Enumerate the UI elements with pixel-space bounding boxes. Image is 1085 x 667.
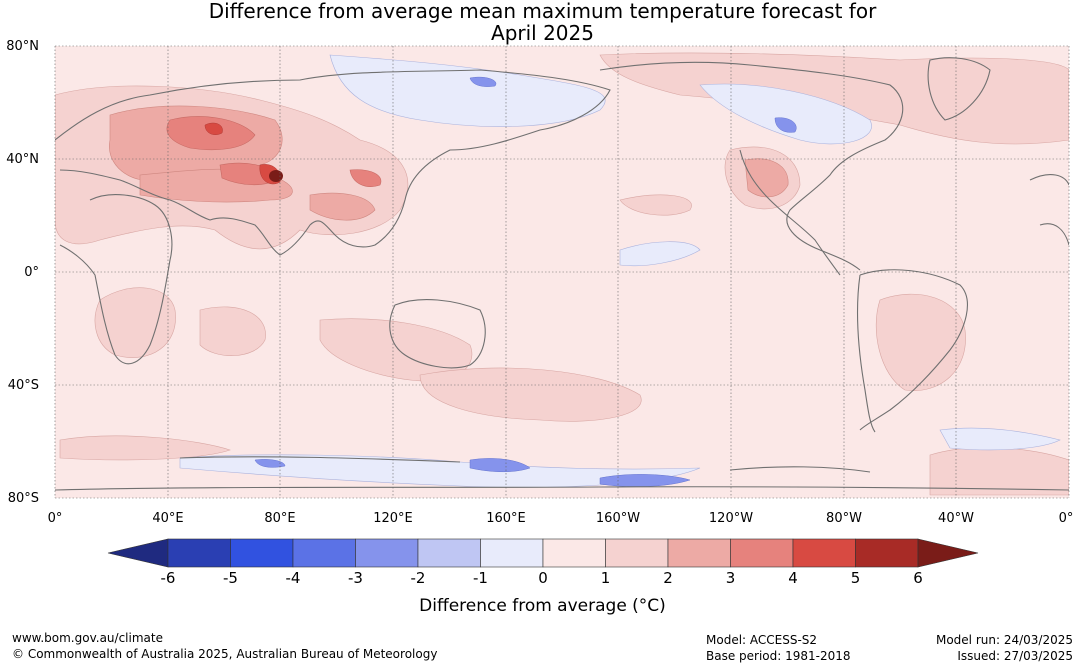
- colorbar-low-extend: [107, 538, 169, 568]
- lon-label-0-right: 0°: [1058, 511, 1074, 526]
- anomaly-region-south-america: [875, 293, 966, 391]
- colorbar-tick-minus-4: -4: [285, 569, 301, 587]
- anomaly-region-east-siberia: [469, 76, 497, 87]
- lon-label-40w: 40°W: [938, 511, 974, 526]
- anomaly-region-extreme-core: [269, 170, 283, 182]
- colorbar-swatch-0: [542, 538, 606, 568]
- lon-label-160e: 160°E: [486, 511, 526, 526]
- colorbar-swatch-5: [855, 538, 919, 568]
- colorbar-tick-minus-5: -5: [223, 569, 238, 587]
- anomaly-region-china: [309, 192, 376, 221]
- colorbar-tick-4: 4: [788, 569, 798, 587]
- anomaly-region-north-america-arctic: [599, 52, 1069, 145]
- colorbar-swatch-minus-6: [167, 538, 231, 568]
- anomaly-shading: [55, 52, 1069, 496]
- footer-model-run: Model run: 24/03/2025: [935, 633, 1073, 647]
- lon-label-80w: 80°W: [826, 511, 862, 526]
- map-title-line-2: April 2025: [491, 21, 594, 45]
- colorbar-tick-6: 6: [913, 569, 923, 587]
- colorbar-swatch-2: [667, 538, 731, 568]
- anomaly-region-east-pacific-cool: [619, 241, 701, 267]
- lon-label-40e: 40°E: [152, 511, 184, 526]
- lat-label-80n: 80°N: [6, 39, 39, 54]
- colorbar-tick-minus-2: -2: [410, 569, 426, 587]
- colorbar-swatch-minus-5: [230, 538, 294, 568]
- footer-website: www.bom.gov.au/climate: [12, 631, 163, 645]
- footer-copyright: © Commonwealth of Australia 2025, Austra…: [12, 647, 438, 661]
- lon-label-0-left: 0°: [47, 511, 63, 526]
- lat-label-40s: 40°S: [7, 378, 39, 393]
- colorbar-tick-3: 3: [725, 569, 736, 587]
- anomaly-region-amundsen-sea: [599, 474, 691, 487]
- footer-base-period: Base period: 1981-2018: [706, 649, 851, 663]
- lon-label-160w: 160°W: [595, 511, 641, 526]
- footer-issued: Issued: 27/03/2025: [957, 649, 1073, 663]
- colorbar-swatch-minus-2: [417, 538, 481, 568]
- anomaly-region-mexico: [744, 158, 789, 198]
- anomaly-region-hudson-bay: [774, 117, 797, 133]
- colorbar-tick-0: 0: [538, 569, 548, 587]
- graticule: [54, 45, 1070, 499]
- footer-model: Model: ACCESS-S2: [706, 633, 818, 647]
- anomaly-region-east-asia: [349, 169, 382, 187]
- colorbar-swatch-1: [605, 538, 669, 568]
- coastlines: [55, 57, 1069, 491]
- lon-label-120w: 120°W: [708, 511, 754, 526]
- colorbar-tick-5: 5: [850, 569, 861, 587]
- colorbar: [107, 538, 979, 568]
- anomaly-region-hotspot-a: [204, 122, 223, 135]
- lon-label-80e: 80°E: [264, 511, 296, 526]
- lon-label-120e: 120°E: [373, 511, 413, 526]
- colorbar-swatch-4: [792, 538, 856, 568]
- anomaly-region-east-antarctica: [254, 459, 286, 468]
- anomaly-region-indian-ocean: [199, 306, 266, 356]
- lat-label-80s: 80°S: [7, 491, 39, 506]
- anomaly-region-antarctica-cool: [179, 454, 701, 488]
- lat-label-40n: 40°N: [6, 152, 39, 167]
- anomaly-region-antarctic-atlantic: [929, 447, 1069, 496]
- colorbar-swatch-minus-1: [480, 538, 544, 568]
- anomaly-region-africa: [94, 287, 176, 358]
- colorbar-tick-minus-3: -3: [348, 569, 363, 587]
- colorbar-tick-minus-6: -6: [160, 569, 176, 587]
- colorbar-swatch-minus-4: [292, 538, 356, 568]
- anomaly-region-siberia-cool: [329, 54, 606, 127]
- anomaly-region-southern-ocean: [419, 367, 642, 422]
- colorbar-tick-minus-1: -1: [473, 569, 488, 587]
- colorbar-swatch-3: [730, 538, 794, 568]
- colorbar-swatch-minus-3: [355, 538, 419, 568]
- colorbar-tick-2: 2: [663, 569, 673, 587]
- colorbar-tick-1: 1: [600, 569, 611, 587]
- anomaly-region-south-atlantic-cool: [939, 427, 1061, 451]
- anomaly-region-canada-cool: [699, 83, 872, 145]
- anomaly-region-pacific: [619, 194, 692, 216]
- colorbar-title: Difference from average (°C): [419, 596, 666, 616]
- anomaly-region-ross-sea: [469, 458, 531, 472]
- colorbar-high-extend: [917, 538, 979, 568]
- anomaly-region-antarctic-west: [59, 435, 231, 461]
- map-title-line-1: Difference from average mean maximum tem…: [208, 0, 877, 23]
- lat-label-0: 0°: [24, 265, 39, 280]
